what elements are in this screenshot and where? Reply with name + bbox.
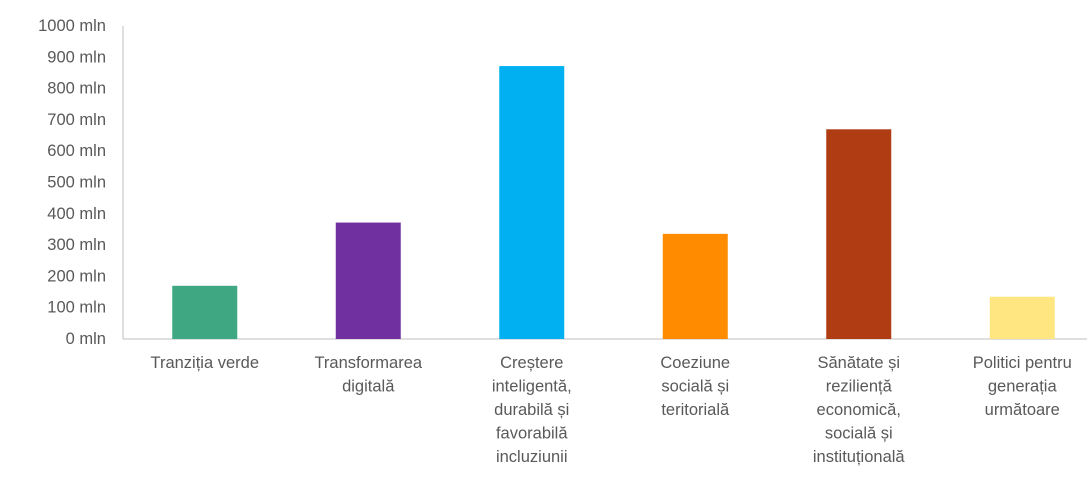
x-tick-label-line: durabilă și — [494, 401, 569, 419]
x-tick-label-line: Politici pentru — [973, 354, 1072, 372]
x-tick-label: Coeziune socială și teritorială — [660, 354, 730, 419]
bars — [172, 66, 1055, 340]
bar — [662, 233, 728, 339]
bar — [335, 222, 401, 339]
x-tick-label-line: inteligentă, — [492, 378, 572, 396]
bar — [172, 285, 238, 339]
y-tick-label: 400 mln — [47, 205, 106, 223]
x-tick-label-line: economică, — [817, 401, 901, 419]
x-tick-label-line: generația — [988, 378, 1058, 396]
x-tick-label: Creștere inteligentă, durabilă și favorabil… — [492, 354, 572, 466]
x-tick-label: Sănătate și reziliență economică, socială ș… — [813, 354, 906, 466]
x-tick-label-line: reziliență — [826, 378, 893, 396]
y-tick-label: 1000 mln — [38, 17, 106, 35]
y-tick-label: 0 mln — [66, 330, 106, 348]
x-tick-label-line: Tranziția verde — [150, 354, 259, 372]
x-tick-label-line: socială și — [825, 425, 893, 443]
x-tick-label-line: socială și — [661, 378, 729, 396]
x-tick-label-line: Creștere — [500, 354, 563, 372]
bar — [989, 296, 1055, 339]
y-tick-label: 300 mln — [47, 236, 106, 254]
x-tick-label-line: favorabilă — [496, 425, 568, 443]
bar — [826, 129, 892, 339]
y-tick-label: 100 mln — [47, 299, 106, 317]
x-tick-label-line: teritorială — [661, 401, 730, 419]
y-axis-tick-labels: 0 mln 100 mln 200 mln 300 mln 400 mln 500 mln… — [38, 17, 106, 348]
y-tick-label: 500 mln — [47, 174, 106, 192]
x-tick-label-line: incluziunii — [496, 448, 568, 466]
y-tick-label: 600 mln — [47, 142, 106, 160]
x-tick-label: Tranziția verde — [150, 354, 259, 372]
x-tick-label-line: digitală — [342, 378, 395, 396]
x-axis-category-labels: Tranziția verde Transformarea digitală Creș… — [150, 354, 1071, 466]
y-tick-label: 900 mln — [47, 48, 106, 66]
x-tick-label-line: următoare — [985, 401, 1060, 419]
x-tick-label-line: Transformarea — [314, 354, 422, 372]
x-tick-label-line: Sănătate și — [817, 354, 900, 372]
y-tick-label: 700 mln — [47, 111, 106, 129]
bar — [499, 66, 565, 340]
x-tick-label-line: instituțională — [813, 448, 906, 466]
y-tick-label: 200 mln — [47, 267, 106, 285]
x-tick-label-line: Coeziune — [660, 354, 730, 372]
x-tick-label: Politici pentru generația următoare — [973, 354, 1072, 419]
y-tick-label: 800 mln — [47, 80, 106, 98]
x-tick-label: Transformarea digitală — [314, 354, 422, 396]
